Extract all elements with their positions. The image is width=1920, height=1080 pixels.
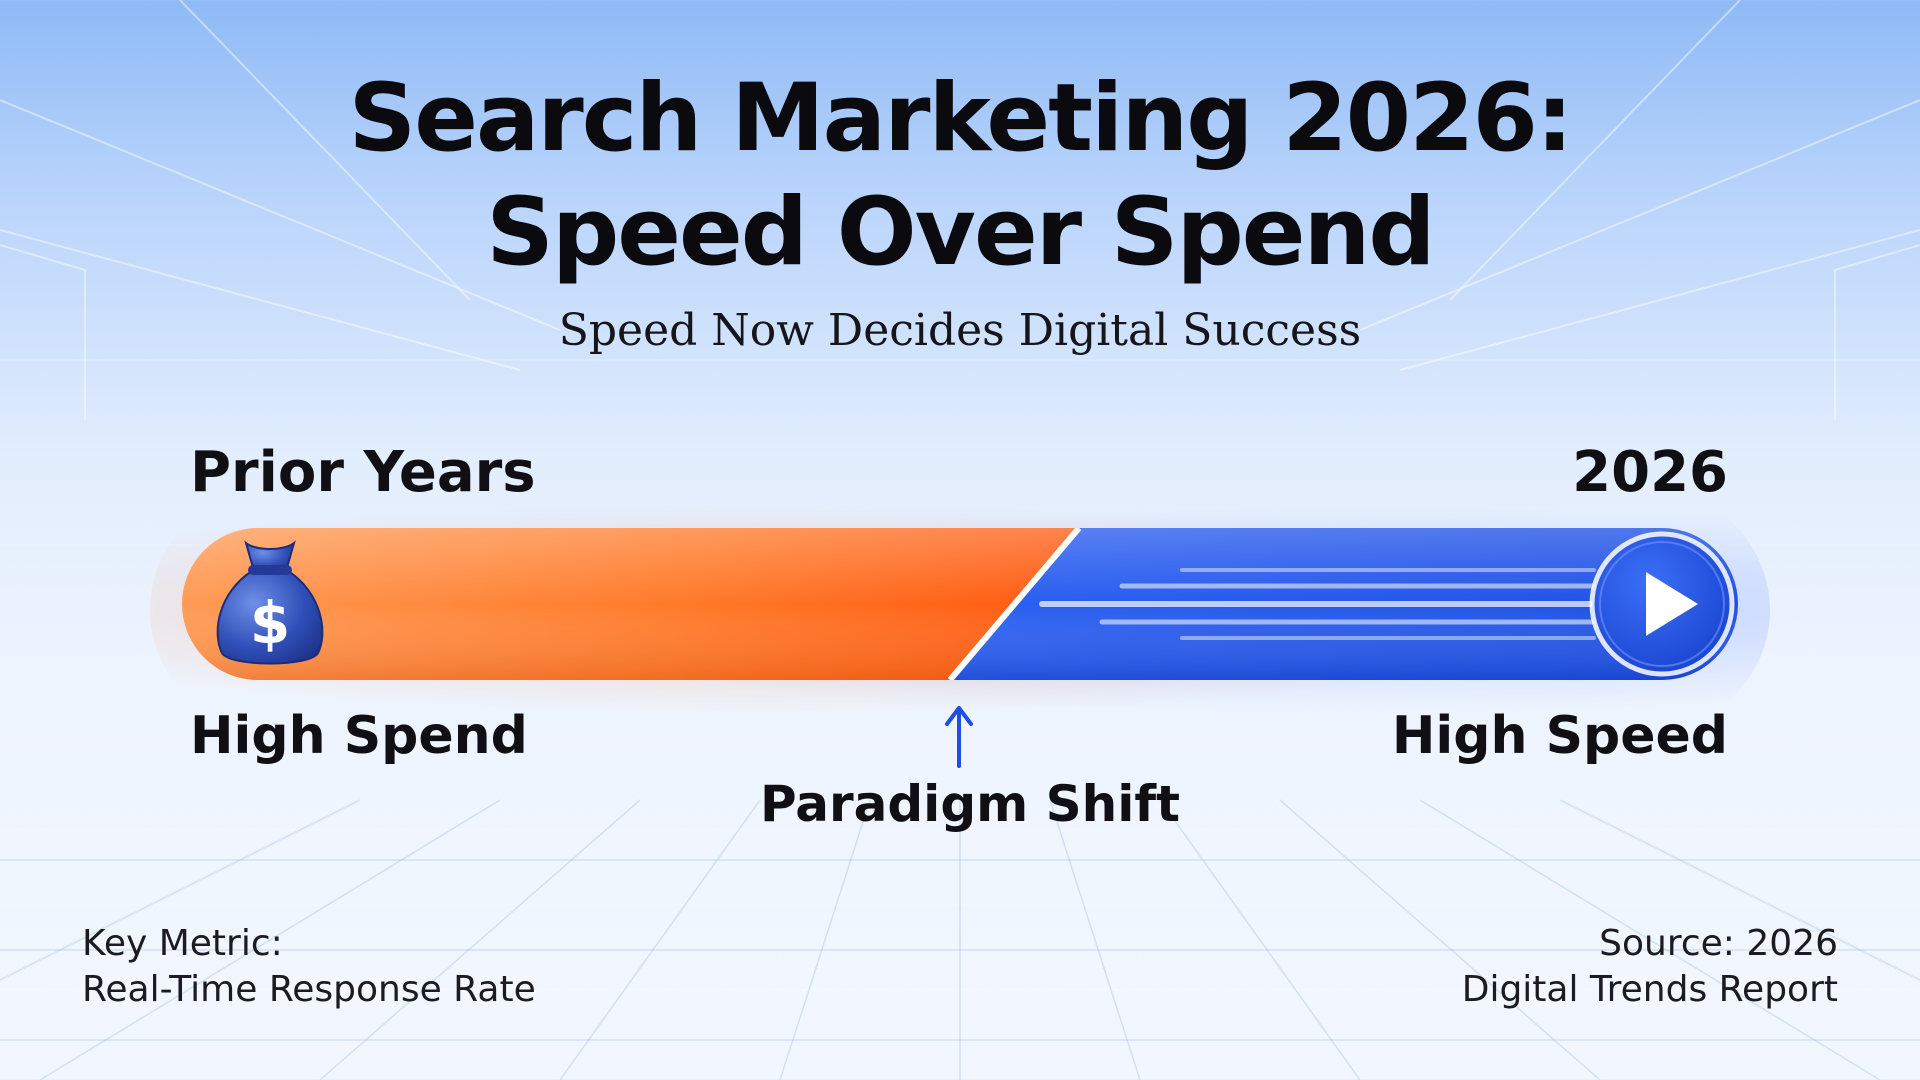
- source-line-2: Digital Trends Report: [1461, 969, 1838, 1010]
- money-bag-dollar-icon: $: [216, 540, 324, 665]
- speed-lines: [1039, 568, 1597, 640]
- key-metric-value: Real-Time Response Rate: [82, 969, 536, 1010]
- key-metric-label: Key Metric:: [82, 923, 283, 964]
- title-line-1: Search Marketing 2026:: [348, 64, 1574, 173]
- page-title: Search Marketing 2026: Speed Over Spend: [0, 62, 1920, 290]
- page-subtitle: Speed Now Decides Digital Success: [558, 305, 1362, 356]
- state-label-high-spend: High Spend: [190, 706, 528, 766]
- source-note: Source: 2026 Digital Trends Report: [1462, 921, 1838, 1013]
- paradigm-shift-label: Paradigm Shift: [759, 775, 1181, 833]
- period-label-2026: 2026: [1572, 440, 1728, 505]
- period-label-prior-years: Prior Years: [190, 440, 536, 505]
- arrow-up-icon: [945, 706, 973, 768]
- play-icon: [1589, 531, 1735, 677]
- state-label-high-speed: High Speed: [1391, 706, 1728, 766]
- svg-text:$: $: [250, 589, 290, 657]
- source-line-1: Source: 2026: [1599, 923, 1838, 964]
- key-metric-note: Key Metric: Real-Time Response Rate: [82, 921, 536, 1013]
- title-line-2: Speed Over Spend: [486, 178, 1435, 287]
- spend-to-speed-bar: [182, 528, 1738, 680]
